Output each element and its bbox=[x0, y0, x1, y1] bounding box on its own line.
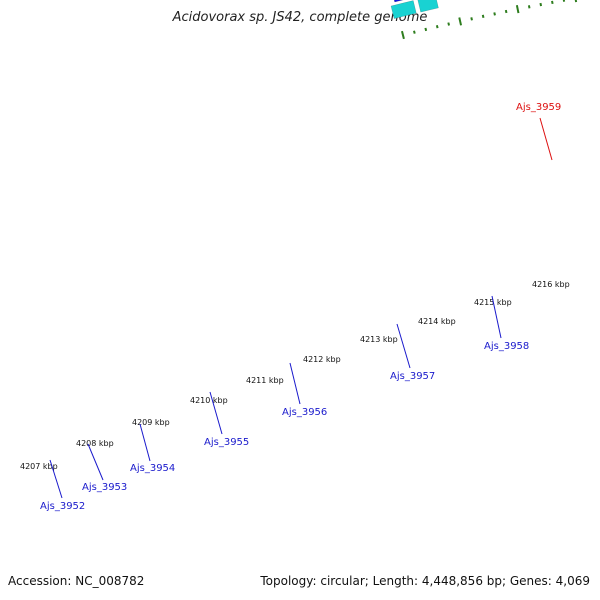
scale-label: 4212 kbp bbox=[303, 355, 341, 364]
scale-label: 4214 kbp bbox=[418, 317, 456, 326]
tick-mark bbox=[527, 5, 531, 9]
accession-text: Accession: NC_008782 bbox=[8, 574, 145, 588]
map-title: Acidovorax sp. JS42, complete genome bbox=[172, 10, 428, 25]
scale-label: 4213 kbp bbox=[360, 335, 398, 344]
scale-labels: 4207 kbp 4208 kbp 4209 kbp 4210 kbp 4211 kbp… bbox=[20, 280, 570, 471]
tick-mark bbox=[562, 0, 566, 2]
tick-mark bbox=[458, 17, 463, 26]
gene-block-reverse bbox=[417, 0, 439, 13]
gene-arrow-forward bbox=[393, 0, 404, 3]
tick-mark bbox=[493, 12, 496, 16]
tick-mark bbox=[424, 27, 428, 32]
gene-label-ajs-3954: Ajs_3954 bbox=[130, 463, 175, 474]
scale-label: 4207 kbp bbox=[20, 462, 58, 471]
tick-marks bbox=[401, 0, 578, 40]
scale-label: 4211 kbp bbox=[246, 376, 284, 385]
tick-mark bbox=[435, 25, 439, 29]
scale-label: 4210 kbp bbox=[190, 396, 228, 405]
leader-line bbox=[396, 323, 411, 369]
leader-line bbox=[289, 362, 301, 405]
tick-mark bbox=[481, 14, 485, 19]
gene-label-ajs-3958: Ajs_3958 bbox=[484, 341, 529, 352]
leader-line bbox=[209, 391, 223, 435]
tick-mark bbox=[574, 0, 578, 3]
gene-label-ajs-3952: Ajs_3952 bbox=[40, 501, 85, 512]
tick-mark bbox=[539, 2, 543, 7]
leader-line bbox=[491, 295, 502, 339]
tick-mark bbox=[504, 9, 508, 14]
scale-label: 4209 kbp bbox=[132, 418, 170, 427]
tick-mark bbox=[413, 30, 416, 34]
gene-label-ajs-3953: Ajs_3953 bbox=[82, 482, 127, 493]
scale-label: 4215 kbp bbox=[474, 298, 512, 307]
leader-line bbox=[49, 459, 63, 499]
tick-mark bbox=[515, 5, 520, 14]
tick-mark bbox=[470, 17, 473, 21]
gene-label-ajs-3956: Ajs_3956 bbox=[282, 407, 327, 418]
scale-label: 4216 kbp bbox=[532, 280, 570, 289]
scale-label: 4208 kbp bbox=[76, 439, 114, 448]
gene-label-ajs-3957: Ajs_3957 bbox=[390, 371, 435, 382]
leader-line bbox=[87, 443, 104, 481]
tick-mark bbox=[551, 0, 554, 5]
gene-label-ajs-3959: Ajs_3959 bbox=[516, 102, 561, 113]
leader-line bbox=[139, 423, 151, 462]
tick-mark bbox=[447, 22, 451, 26]
topology-summary: Topology: circular; Length: 4,448,856 bp… bbox=[260, 574, 590, 588]
leader-line bbox=[539, 117, 553, 161]
gene-block-reverse bbox=[390, 0, 417, 19]
gene-label-ajs-3955: Ajs_3955 bbox=[204, 437, 249, 448]
tick-mark bbox=[401, 30, 405, 40]
gene-features bbox=[390, 0, 439, 19]
